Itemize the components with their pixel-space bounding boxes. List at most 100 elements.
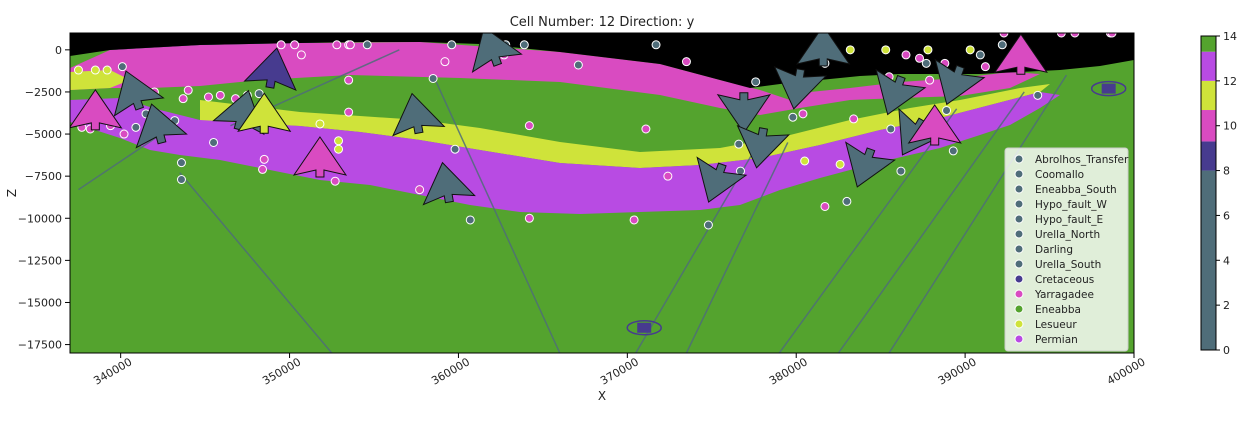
surface-point [344,75,354,85]
x-tick-label: 350000 [260,355,303,387]
surface-point [1070,33,1080,38]
colorbar-tick-label: 12 [1223,75,1237,88]
surface-point [1056,33,1066,38]
colorbar-segment [1201,110,1216,142]
surface-point [925,75,935,85]
legend-item: Permian [1014,334,1078,346]
fault-lines [78,49,1068,353]
legend-item: Urella_North [1014,229,1100,241]
surface-point [450,144,460,154]
surface-point [921,58,931,68]
surface-point [344,107,354,117]
colorbar: 0 2 4 6 8 10 12 14 [1200,30,1237,357]
y-tick-label: −5000 [25,128,62,141]
orientation-arrow [716,92,771,134]
orientation-arrow [875,68,927,116]
surface-point [203,92,213,102]
orientation-arrows [70,33,1048,206]
surface-point [131,122,141,132]
surface-point [334,136,344,146]
surface-point [734,139,744,149]
y-tick-label: −7500 [25,170,62,183]
fault-line [635,150,755,353]
legend-marker [1014,154,1024,164]
colorbar-segment [1201,51,1216,81]
surface-point [415,185,425,195]
x-tick-label: 390000 [936,355,979,387]
surface-point [800,156,810,166]
legend-item: Hypo_fault_W [1014,199,1108,211]
y-tick-label: −12500 [18,254,62,267]
colorbar-tick-label: 14 [1223,30,1237,43]
x-axis-ticks: 340000 350000 360000 370000 380000 390000 4000… [91,353,1148,388]
orientation-arrow [993,33,1048,75]
surface-point [845,45,855,55]
sky-area [70,33,1134,88]
orientation-arrow [736,124,791,169]
colorbar-tick-label: 4 [1223,254,1230,267]
legend-item: Lesueur [1014,319,1077,331]
surface-point [798,109,808,119]
surface-point [345,40,355,50]
surface-point [965,45,975,55]
legend-marker [1014,184,1024,194]
colorbar-segment [1201,36,1216,52]
orientation-arrow [237,92,292,134]
surface-point [259,154,269,164]
legend-item: Darling [1014,244,1073,256]
lesueur-band [200,84,1050,168]
surface-point [948,146,958,156]
colorbar-tick-label: 6 [1223,209,1230,222]
surface-point [428,73,438,83]
x-tick-label: 380000 [767,355,810,387]
y-axis-ticks: 0 −2500 −5000 −7500 −10000 −12500 −15000 −17500 [18,44,70,352]
legend-label: Eneabba [1035,304,1081,316]
legend-item: Abrolhos_Transfer [1014,154,1129,166]
surface-point [117,62,127,72]
legend-marker [1014,334,1024,344]
orientation-arrow [135,103,188,149]
fault-line [685,142,789,353]
orientation-arrow [696,156,748,203]
surface-point [102,65,112,75]
surface-point [183,85,193,95]
legend-label: Permian [1035,334,1078,346]
y-tick-label: 0 [55,44,62,57]
orientation-arrow [243,47,297,91]
surface-point [209,137,219,147]
y-axis-label: Z [5,189,19,197]
legend-item: Urella_South [1014,259,1101,271]
legend-item: Hypo_fault_E [1014,214,1103,226]
surface-point [751,77,761,87]
colorbar-segment [1201,141,1216,171]
surface-point [258,164,268,174]
surface-point [842,196,852,206]
surface-point [641,124,651,134]
legend-label: Abrolhos_Transfer [1035,154,1129,166]
surface-point [178,94,188,104]
orientation-arrow [113,70,165,117]
fault-line [179,172,333,353]
surface-point [334,144,344,154]
colorbar-frame [1200,35,1217,351]
y-tick-label: −17500 [18,339,62,352]
surface-point [629,215,639,225]
legend-item: Eneabba_South [1014,184,1117,196]
surface-point [923,45,933,55]
fault-line [888,74,1068,353]
surface-point [447,40,457,50]
surface-point [296,50,306,60]
surface-point [703,220,713,230]
surface-point [896,166,906,176]
surface-point [330,176,340,186]
legend: Abrolhos_Transfer Coomallo Eneabba_South Hy… [1004,147,1129,352]
surface-point [999,33,1009,38]
surface-point [835,159,845,169]
yarragadee-top-band [70,42,1040,115]
legend-marker [1014,199,1024,209]
legend-marker [1014,289,1024,299]
legend-marker [1014,244,1024,254]
legend-item: Coomallo [1014,169,1084,181]
surface-point [997,40,1007,50]
